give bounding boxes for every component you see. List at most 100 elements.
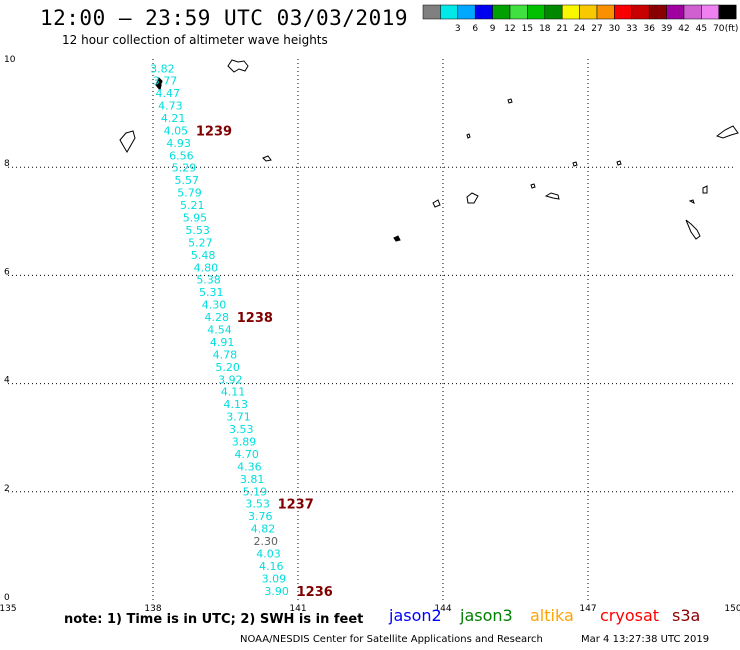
scale-label: 70 xyxy=(713,24,725,34)
wave-height-value: 5.95 xyxy=(183,212,208,225)
scale-swatch xyxy=(596,4,615,20)
wave-height-value: 5.48 xyxy=(191,249,216,262)
scale-label: 45 xyxy=(696,24,707,34)
scale-swatch xyxy=(492,4,511,20)
color-scale-legend: 3 6 9 12 15 18 21 24 27 30 33 36 39 42 45 70 (ft) xyxy=(422,4,739,34)
wave-height-value: 4.28 xyxy=(204,311,229,324)
scale-swatch xyxy=(718,4,737,20)
wave-height-value: 5.21 xyxy=(180,199,205,212)
wave-height-value: 4.05 xyxy=(164,124,189,137)
wave-height-value: 5.29 xyxy=(172,162,197,175)
orbit-time-label: 1236 xyxy=(297,585,333,600)
orbit-time-label: 1239 xyxy=(196,124,232,139)
island-outlines xyxy=(119,59,739,242)
island-outline xyxy=(544,192,560,200)
wave-height-value: 5.38 xyxy=(196,274,221,287)
mission-jason2: jason2 xyxy=(389,606,442,625)
wave-height-value: 4.73 xyxy=(158,100,183,113)
scale-label: 21 xyxy=(556,24,567,34)
scale-swatch xyxy=(422,4,441,20)
island-outline xyxy=(572,161,578,167)
scale-label: 9 xyxy=(490,24,496,34)
scale-swatch xyxy=(701,4,720,20)
island-outline xyxy=(262,155,272,162)
lat-tick-label: 2 xyxy=(4,484,10,494)
wave-height-value: 3.90 xyxy=(264,585,289,598)
wave-height-value: 5.53 xyxy=(185,224,210,237)
mission-altika: altika xyxy=(530,606,574,625)
scale-swatch xyxy=(631,4,650,20)
lat-lon-grid: 135 138 141 144 147 150 0 2 4 6 8 10 xyxy=(0,55,740,614)
generation-timestamp: Mar 4 13:27:38 UTC 2019 xyxy=(581,634,710,645)
island-outline xyxy=(715,125,739,139)
wave-height-value: 5.57 xyxy=(175,174,200,187)
scale-label: 27 xyxy=(591,24,602,34)
wave-height-value: 4.36 xyxy=(237,460,262,473)
lat-tick-label: 10 xyxy=(4,55,16,65)
scale-swatch xyxy=(440,4,459,20)
scale-label: 18 xyxy=(539,24,551,34)
wave-height-value: 2.30 xyxy=(254,535,279,548)
island-outline xyxy=(616,160,622,166)
island-outline xyxy=(507,98,513,104)
wave-height-value: 3.81 xyxy=(240,473,265,486)
scale-swatch xyxy=(666,4,685,20)
wave-height-value: 3.82 xyxy=(150,63,175,76)
wave-height-value: 5.27 xyxy=(188,236,213,249)
scale-label: 24 xyxy=(574,24,586,34)
scale-label: 15 xyxy=(522,24,533,34)
scale-unit: (ft) xyxy=(725,24,739,34)
wave-height-value: 5.19 xyxy=(243,485,268,498)
scale-label: 6 xyxy=(472,24,478,34)
wave-height-value: 3.76 xyxy=(248,510,273,523)
wave-height-value: 4.80 xyxy=(194,261,219,274)
scale-swatch xyxy=(527,4,546,20)
mission-cryosat: cryosat xyxy=(600,606,660,625)
scale-swatch xyxy=(474,4,493,20)
scale-swatch xyxy=(457,4,476,20)
wave-height-value: 3.09 xyxy=(262,572,287,585)
credit-line: NOAA/NESDIS Center for Satellite Applica… xyxy=(240,634,543,645)
wave-height-readings: 3.823.774.474.734.214.054.936.565.295.57… xyxy=(150,63,289,598)
island-outline xyxy=(466,192,479,204)
scale-swatch xyxy=(509,4,528,20)
scale-label: 30 xyxy=(609,24,621,34)
lat-tick-label: 4 xyxy=(4,376,10,386)
wave-height-value: 4.82 xyxy=(251,523,276,536)
scale-swatch xyxy=(614,4,633,20)
wave-height-value: 3.77 xyxy=(153,75,178,88)
wave-height-value: 4.78 xyxy=(213,348,238,361)
footer-note: note: 1) Time is in UTC; 2) SWH is in fe… xyxy=(64,612,364,627)
map-title: 12:00 – 23:59 UTC 03/03/2019 xyxy=(40,6,409,30)
scale-label: 42 xyxy=(678,24,689,34)
map-subtitle: 12 hour collection of altimeter wave hei… xyxy=(62,33,328,47)
wave-height-value: 3.89 xyxy=(232,435,257,448)
island-outline xyxy=(702,185,708,194)
lon-tick-label: 138 xyxy=(144,604,161,614)
lon-tick-label: 147 xyxy=(579,604,596,614)
lon-tick-label: 141 xyxy=(289,604,306,614)
lon-tick-label: 150 xyxy=(724,604,740,614)
wave-height-value: 5.20 xyxy=(215,361,240,374)
wave-height-value: 4.16 xyxy=(259,560,284,573)
wave-height-value: 4.30 xyxy=(202,299,227,312)
island-outline xyxy=(466,133,471,139)
lon-tick-label: 135 xyxy=(0,604,17,614)
scale-swatch xyxy=(579,4,598,20)
wave-height-value: 4.21 xyxy=(161,112,186,125)
scale-swatch xyxy=(544,4,563,20)
lon-tick-label: 144 xyxy=(434,604,451,614)
island-outline xyxy=(393,235,401,242)
lat-tick-label: 0 xyxy=(4,593,10,603)
orbit-time-labels: 1239 1238 1237 1236 xyxy=(196,124,333,599)
wave-height-value: 6.56 xyxy=(169,149,194,162)
mission-s3a: s3a xyxy=(672,606,701,625)
wave-height-value: 3.53 xyxy=(229,423,254,436)
wave-height-value: 4.93 xyxy=(166,137,191,150)
island-outline xyxy=(432,199,441,208)
wave-height-value: 4.54 xyxy=(207,324,232,337)
mission-jason3: jason3 xyxy=(460,606,513,625)
island-outline xyxy=(155,77,163,92)
island-outline xyxy=(227,59,249,73)
scale-swatch xyxy=(561,4,580,20)
